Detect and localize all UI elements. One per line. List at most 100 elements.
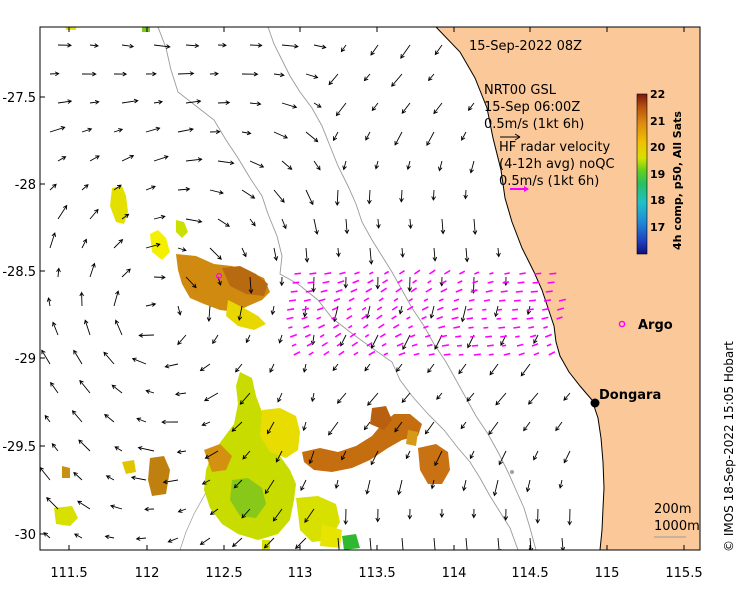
radar-vector — [467, 308, 473, 311]
current-arrow — [302, 363, 308, 373]
current-arrow — [466, 392, 475, 402]
current-arrow — [81, 71, 97, 77]
radar-vector — [409, 334, 416, 338]
current-arrow — [241, 189, 256, 199]
current-arrow — [400, 44, 411, 59]
radar-vector — [513, 299, 521, 302]
radar-vector — [394, 333, 402, 338]
radar-vector — [396, 342, 404, 347]
current-arrow — [302, 421, 307, 432]
current-arrow — [217, 42, 227, 48]
radar-vector — [333, 297, 341, 302]
wind-scale-arrowhead — [514, 133, 521, 141]
wind-legend-scale: 0.5m/s (1kt 6h) — [484, 117, 584, 132]
radar-vector — [556, 307, 565, 311]
radar-vector — [442, 280, 447, 284]
radar-vector — [337, 280, 345, 284]
radar-vector — [474, 271, 480, 275]
radar-vector — [392, 324, 400, 329]
current-arrow — [367, 189, 372, 205]
radar-vector — [512, 308, 519, 311]
radar-vector — [421, 306, 429, 311]
radar-vector — [377, 323, 385, 329]
current-arrow — [199, 537, 211, 546]
dongara-marker — [590, 398, 600, 408]
y-tick-label: -30 — [15, 528, 36, 543]
current-arrow — [336, 247, 341, 258]
radar-vector — [527, 308, 534, 311]
colorbar-tick: 17 — [650, 221, 665, 234]
current-arrow — [440, 218, 446, 235]
current-arrow — [489, 363, 499, 376]
argo-label: Argo — [638, 318, 673, 333]
colorbar-tick: 22 — [650, 88, 665, 101]
current-arrow — [79, 291, 84, 307]
current-arrow — [332, 363, 339, 372]
radar-vector — [526, 317, 534, 320]
current-arrow — [267, 421, 275, 435]
current-arrow — [328, 421, 339, 436]
y-tick-label: -27.5 — [2, 91, 36, 106]
current-arrow — [52, 321, 59, 336]
current-arrow — [495, 392, 507, 406]
current-arrow — [567, 508, 572, 526]
current-arrow — [308, 450, 315, 465]
radar-vector — [472, 280, 479, 284]
current-arrow — [341, 450, 347, 461]
x-tick-label: 113 — [288, 566, 313, 581]
radar-vector — [288, 299, 297, 302]
current-arrow — [269, 363, 275, 373]
radar-vector — [406, 316, 411, 320]
current-arrow — [401, 537, 404, 550]
radar-legend-scale: 0.5m/s (1kt 6h) — [499, 174, 599, 189]
radar-vector — [488, 353, 494, 356]
colorbar: 22 21 20 19 18 17 4h comp, p50, All Sats — [636, 88, 684, 255]
radar-vector — [451, 307, 459, 311]
radar-vector — [376, 314, 383, 320]
x-tick-label: 111.5 — [50, 566, 87, 581]
y-tick-label: -28 — [15, 178, 36, 193]
current-arrow — [460, 421, 467, 430]
radar-vector — [369, 271, 374, 275]
current-arrow — [311, 276, 316, 293]
depth-1000m: 1000m — [654, 519, 700, 534]
current-arrow — [336, 392, 347, 404]
current-arrow — [121, 43, 135, 49]
current-arrow — [272, 508, 283, 522]
radar-vector — [316, 307, 324, 311]
radar-vector — [410, 287, 418, 293]
wind-legend-source: NRT00 GSL — [484, 83, 557, 98]
current-arrow — [57, 156, 67, 162]
current-arrow — [249, 160, 265, 168]
x-tick-label: 115 — [595, 566, 620, 581]
radar-vector — [485, 289, 493, 293]
radar-vector — [292, 281, 300, 284]
radar-legend-avg: (4-12h avg) noQC — [499, 157, 615, 172]
current-arrow — [523, 421, 531, 432]
radar-vector — [530, 290, 538, 293]
current-arrow — [89, 99, 100, 105]
colorbar-tick: 20 — [650, 141, 666, 154]
radar-vector — [393, 297, 399, 302]
radar-vector — [413, 269, 421, 275]
current-arrow — [527, 392, 539, 405]
current-arrow — [153, 44, 171, 49]
radar-vector — [458, 353, 464, 356]
current-arrow — [73, 471, 83, 481]
radar-vector — [304, 333, 311, 338]
radar-vector — [362, 324, 369, 329]
radar-vector — [331, 306, 338, 311]
current-arrow — [391, 73, 403, 87]
current-arrow — [496, 247, 501, 258]
current-arrow — [313, 160, 321, 171]
credit-text: © IMOS 18-Sep-2022 15:05 Hobart — [722, 341, 736, 552]
current-arrow — [492, 479, 499, 497]
radar-vector — [513, 326, 521, 329]
radar-vector — [339, 271, 346, 275]
current-arrow — [185, 218, 203, 224]
radar-vector — [443, 269, 451, 275]
radar-vector — [470, 335, 475, 338]
current-arrow — [281, 218, 287, 230]
radar-vector — [473, 353, 481, 356]
current-arrow — [310, 334, 316, 346]
